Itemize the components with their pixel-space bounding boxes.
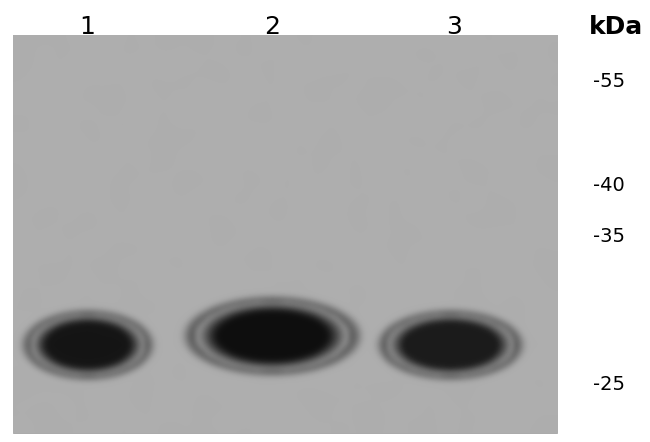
- Text: kDa: kDa: [588, 15, 643, 38]
- Text: -25: -25: [593, 375, 625, 394]
- Text: 2: 2: [264, 15, 280, 38]
- Text: 3: 3: [446, 15, 462, 38]
- Text: -40: -40: [593, 176, 625, 195]
- Text: -55: -55: [593, 72, 625, 91]
- Text: -35: -35: [593, 227, 625, 246]
- FancyBboxPatch shape: [13, 35, 557, 433]
- Text: 1: 1: [79, 15, 96, 38]
